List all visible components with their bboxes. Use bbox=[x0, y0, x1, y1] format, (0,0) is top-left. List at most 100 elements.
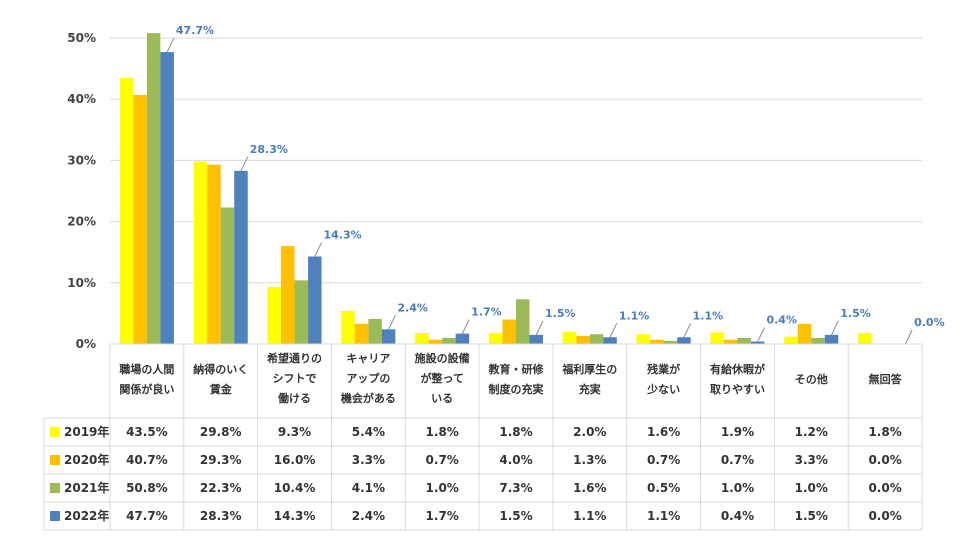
table-cell: 0.0% bbox=[868, 481, 901, 495]
bar-2022年-4 bbox=[455, 333, 470, 344]
table-cell: 3.3% bbox=[795, 453, 828, 467]
category-label: 教育・研修 bbox=[488, 362, 545, 376]
bar-2022年-0 bbox=[160, 52, 174, 345]
data-label-leader bbox=[314, 242, 322, 257]
category-label: 賃金 bbox=[209, 382, 233, 396]
bar-2019年-0 bbox=[119, 77, 134, 344]
bar-2020年-5 bbox=[502, 319, 516, 344]
table-cell: 1.8% bbox=[499, 425, 532, 439]
bar-2019年-5 bbox=[489, 332, 503, 344]
bar-2019年-4 bbox=[415, 332, 429, 344]
category-label: キャリア bbox=[346, 352, 390, 365]
category-label: アップの bbox=[346, 371, 390, 385]
data-label-leader bbox=[904, 329, 913, 345]
data-label-leader bbox=[683, 323, 692, 338]
bar-2022年-2 bbox=[308, 256, 322, 344]
bar-2022年-7 bbox=[677, 337, 691, 344]
legend-swatch-2021年 bbox=[50, 483, 60, 493]
y-tick-label: 50% bbox=[67, 31, 96, 45]
bar-2019年-2 bbox=[267, 287, 282, 344]
data-label: 1.7% bbox=[471, 306, 502, 319]
table-cell: 7.3% bbox=[499, 481, 532, 495]
table-cell: 0.0% bbox=[868, 509, 901, 523]
category-label: 制度の充実 bbox=[489, 382, 544, 396]
legend-swatch-2019年 bbox=[50, 427, 60, 437]
table-cell: 1.8% bbox=[868, 425, 901, 439]
bar-2021年-2 bbox=[294, 280, 309, 344]
table-cell: 1.1% bbox=[573, 509, 606, 523]
legend-swatch-2020年 bbox=[50, 455, 60, 465]
category-label: 働ける bbox=[277, 391, 311, 405]
bar-2019年-10 bbox=[858, 332, 872, 344]
table-cell: 0.7% bbox=[721, 453, 754, 467]
table-cell: 2.4% bbox=[352, 509, 385, 523]
category-label: 福利厚生の bbox=[561, 362, 617, 376]
bar-2021年-0 bbox=[146, 33, 161, 344]
bars bbox=[119, 33, 872, 345]
category-label: 少ない bbox=[646, 382, 680, 396]
data-label-leader bbox=[831, 320, 839, 336]
data-label-leader bbox=[461, 319, 470, 334]
table-cell: 3.3% bbox=[352, 453, 385, 467]
y-tick-label: 20% bbox=[67, 215, 96, 229]
table-cell: 0.7% bbox=[647, 453, 680, 467]
bar-2019年-7 bbox=[636, 334, 651, 344]
data-label: 1.1% bbox=[619, 309, 650, 322]
table-cell: 0.0% bbox=[868, 453, 901, 467]
table-cell: 47.7% bbox=[126, 509, 168, 523]
bar-2021年-6 bbox=[589, 334, 604, 344]
y-tick-label: 30% bbox=[67, 153, 96, 167]
data-label: 1.5% bbox=[545, 307, 576, 320]
data-label: 0.4% bbox=[766, 314, 797, 327]
category-label: 残業が bbox=[647, 362, 680, 376]
bar-2022年-5 bbox=[529, 334, 543, 344]
table-cell: 43.5% bbox=[126, 425, 168, 439]
bar-2022年-9 bbox=[824, 334, 839, 344]
category-label: 無回答 bbox=[869, 372, 903, 386]
bar-2020年-3 bbox=[354, 323, 369, 344]
table-cell: 5.4% bbox=[352, 425, 385, 439]
category-label: シフトで bbox=[273, 372, 317, 385]
data-label: 14.3% bbox=[324, 228, 362, 241]
table-cell: 1.0% bbox=[426, 481, 459, 495]
bar-2020年-1 bbox=[207, 164, 221, 344]
data-label-leader bbox=[535, 320, 544, 336]
bar-2019年-3 bbox=[341, 310, 355, 344]
data-label: 1.1% bbox=[693, 309, 724, 322]
table-cell: 1.2% bbox=[795, 425, 828, 439]
table-cell: 40.7% bbox=[126, 453, 168, 467]
table-cell: 1.3% bbox=[573, 453, 606, 467]
table-cell: 22.3% bbox=[200, 481, 242, 495]
legend-label: 2021年 bbox=[64, 480, 109, 495]
table-cell: 1.0% bbox=[721, 481, 754, 495]
table-cell: 4.1% bbox=[352, 481, 385, 495]
bar-2022年-8 bbox=[750, 341, 765, 344]
table-cell: 29.8% bbox=[200, 425, 242, 439]
bar-2021年-4 bbox=[442, 337, 456, 344]
bar-2021年-8 bbox=[737, 337, 751, 344]
data-label-leader bbox=[166, 37, 175, 53]
table-cell: 0.4% bbox=[721, 509, 754, 523]
bar-2020年-0 bbox=[133, 94, 147, 344]
table-cell: 1.0% bbox=[795, 481, 828, 495]
table-cell: 1.8% bbox=[426, 425, 459, 439]
data-label-leader bbox=[609, 323, 618, 338]
bar-2019年-1 bbox=[193, 161, 208, 344]
data-label: 0.0% bbox=[914, 316, 945, 329]
bar-2020年-8 bbox=[723, 339, 738, 344]
bar-2021年-7 bbox=[663, 340, 678, 344]
bar-2021年-9 bbox=[811, 337, 825, 344]
data-label-leader bbox=[388, 315, 396, 330]
table-cell: 16.0% bbox=[274, 453, 316, 467]
bar-2020年-4 bbox=[428, 339, 443, 344]
bar-2021年-3 bbox=[368, 318, 382, 344]
table-cell: 9.3% bbox=[278, 425, 311, 439]
y-tick-label: 10% bbox=[67, 276, 96, 290]
category-label: 機会がある bbox=[341, 391, 396, 405]
category-label: 職場の人間 bbox=[119, 362, 174, 376]
bar-2021年-5 bbox=[516, 299, 530, 344]
category-label: が整って bbox=[420, 371, 463, 385]
table-cell: 4.0% bbox=[499, 453, 532, 467]
data-labels: 47.7% 28.3% 14.3% 2.4% 1.7% 1.5% 1.1% 1.1% 0.4% 1… bbox=[166, 24, 945, 345]
